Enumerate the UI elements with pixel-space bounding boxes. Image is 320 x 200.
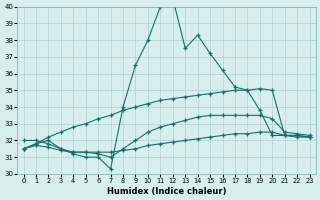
X-axis label: Humidex (Indice chaleur): Humidex (Indice chaleur) (107, 187, 226, 196)
